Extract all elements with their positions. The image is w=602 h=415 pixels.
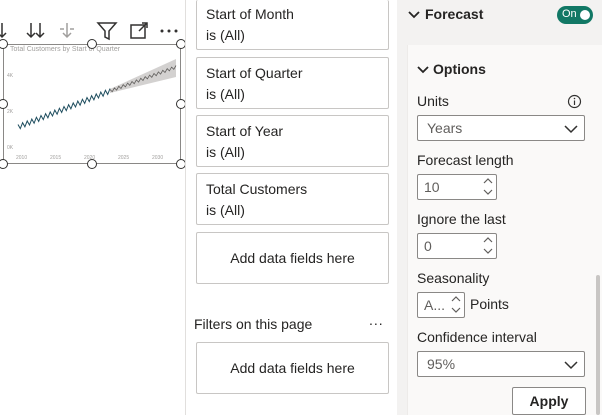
forecast-section-header[interactable]: Forecast On — [397, 0, 602, 36]
resize-handle-bottom-left[interactable] — [0, 159, 8, 169]
filter-icon[interactable] — [96, 20, 118, 42]
filter-field-name: Start of Month — [206, 6, 294, 22]
toggle-knob — [580, 10, 590, 20]
expand-hierarchy-icon[interactable] — [56, 20, 78, 42]
ignore-last-label: Ignore the last — [417, 211, 506, 227]
filter-field-name: Start of Year — [206, 123, 284, 139]
filter-state: is (All) — [206, 27, 245, 43]
chevron-down-icon — [564, 361, 578, 370]
ignore-last-value: 0 — [424, 238, 432, 254]
confidence-interval-value: 95% — [427, 356, 456, 372]
forecast-toggle[interactable]: On — [557, 6, 593, 24]
y-tick-label: 4K — [7, 73, 14, 79]
forecast-length-value: 10 — [424, 179, 440, 195]
chevron-up-icon[interactable] — [483, 176, 493, 186]
focus-mode-icon[interactable] — [128, 20, 150, 42]
x-tick-label: 2030 — [152, 155, 163, 161]
page-filters-header: Filters on this page — [194, 316, 313, 332]
filters-pane: Start of Month is (All) Start of Quarter… — [185, 0, 397, 415]
x-tick-label: 2010 — [16, 155, 27, 161]
confidence-interval-label: Confidence interval — [417, 329, 537, 345]
chevron-down-icon[interactable] — [451, 305, 461, 315]
x-tick-label: 2025 — [118, 155, 129, 161]
filter-state: is (All) — [206, 144, 245, 160]
drill-up-icon[interactable] — [0, 20, 16, 42]
filter-card-start-of-month[interactable]: Start of Month is (All) — [196, 0, 389, 50]
resize-handle-left[interactable] — [0, 99, 8, 109]
x-tick-label: 2020 — [84, 155, 95, 161]
page-filters-more-icon[interactable]: ... — [369, 312, 384, 328]
chevron-down-icon[interactable] — [483, 246, 493, 256]
chevron-down-icon[interactable] — [407, 8, 421, 22]
seasonality-stepper[interactable]: A... — [417, 292, 465, 318]
resize-handle-bottom[interactable] — [87, 159, 97, 169]
seasonality-label: Seasonality — [417, 270, 490, 286]
chevron-down-icon — [564, 125, 578, 134]
y-tick-label: 0K — [7, 145, 14, 151]
chevron-down-icon[interactable] — [483, 187, 493, 197]
add-visual-filter-drop-zone[interactable]: Add data fields here — [196, 232, 389, 284]
filter-state: is (All) — [206, 86, 245, 102]
options-title: Options — [433, 61, 486, 77]
confidence-interval-dropdown[interactable]: 95% — [417, 351, 585, 377]
units-value: Years — [427, 120, 463, 136]
info-icon[interactable] — [567, 94, 582, 109]
filter-card-start-of-quarter[interactable]: Start of Quarter is (All) — [196, 57, 389, 109]
x-tick-label: 2015 — [50, 155, 61, 161]
units-dropdown[interactable]: Years — [417, 115, 585, 141]
resize-handle-top[interactable] — [87, 39, 97, 49]
report-canvas: Total Customers by Start of Quarter 4K 2K… — [0, 0, 186, 415]
forecast-length-label: Forecast length — [417, 152, 514, 168]
forecast-title: Forecast — [425, 6, 484, 22]
visual-title: Total Customers by Start of Quarter — [10, 46, 121, 53]
add-page-filter-drop-zone[interactable]: Add data fields here — [196, 342, 389, 394]
filter-state: is (All) — [206, 202, 245, 218]
format-pane: Forecast On Options Units Years Forecast… — [397, 0, 602, 415]
filter-card-total-customers[interactable]: Total Customers is (All) — [196, 173, 389, 225]
resize-handle-top-left[interactable] — [0, 39, 8, 49]
line-chart-visual[interactable]: Total Customers by Start of Quarter 4K 2K… — [3, 44, 181, 164]
units-label: Units — [417, 93, 449, 109]
chevron-up-icon[interactable] — [483, 235, 493, 245]
seasonality-value: A... — [424, 297, 446, 313]
drill-down-all-icon[interactable] — [25, 20, 47, 42]
filter-card-start-of-year[interactable]: Start of Year is (All) — [196, 115, 389, 167]
apply-button[interactable]: Apply — [512, 387, 586, 415]
format-pane-scrollbar[interactable] — [596, 275, 600, 415]
chevron-down-icon[interactable] — [416, 63, 430, 77]
forecast-length-stepper[interactable]: 10 — [417, 174, 497, 200]
filter-field-name: Start of Quarter — [206, 65, 303, 81]
forecast-line — [109, 65, 177, 93]
seasonality-unit: Points — [470, 296, 509, 312]
filter-field-name: Total Customers — [206, 181, 308, 197]
options-section: Options Units Years Forecast length 10 I… — [407, 45, 602, 415]
more-options-icon[interactable] — [158, 20, 180, 42]
chevron-up-icon[interactable] — [451, 294, 461, 304]
toggle-label: On — [562, 8, 577, 20]
series-line — [17, 88, 111, 130]
ignore-last-stepper[interactable]: 0 — [417, 233, 497, 259]
y-tick-label: 2K — [7, 109, 14, 115]
